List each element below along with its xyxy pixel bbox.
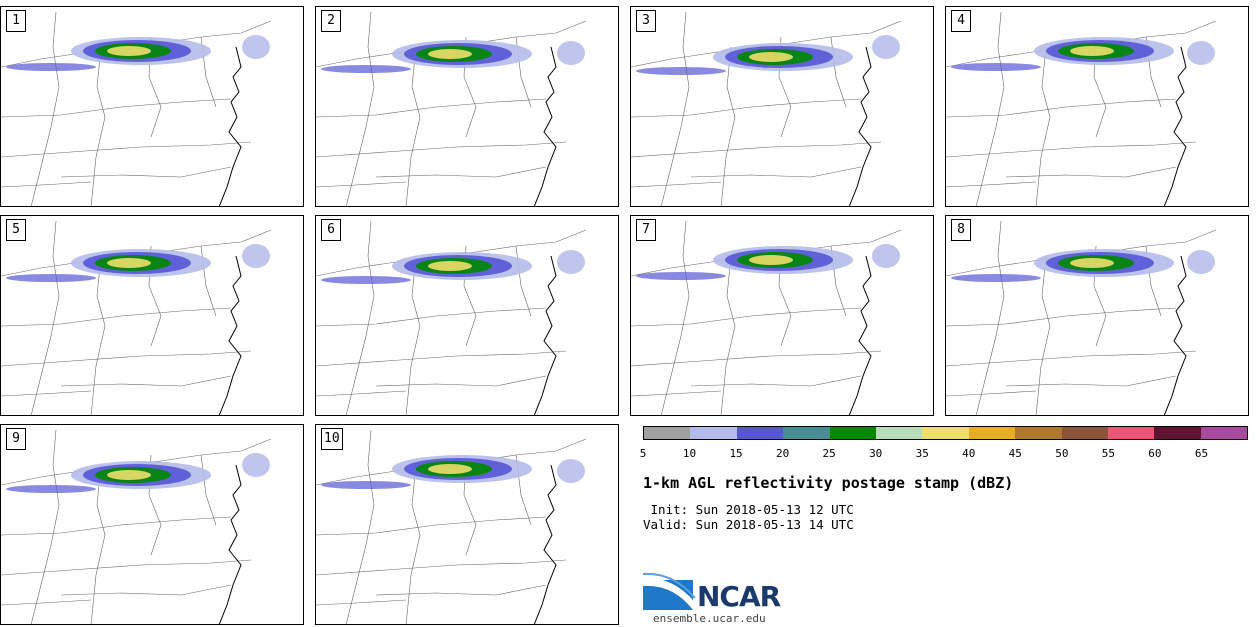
member-label: 9 <box>6 428 26 450</box>
panel-map <box>316 220 587 415</box>
member-panel-2: 2 <box>315 6 619 207</box>
colorbar-bin <box>829 427 876 439</box>
colorbar-tick: 30 <box>869 447 883 460</box>
ncar-logo-text: NCAR <box>697 580 781 613</box>
colorbar-tick: 35 <box>915 447 929 460</box>
member-label: 2 <box>321 10 341 32</box>
colorbar-bin <box>1200 427 1248 439</box>
colorbar-bin <box>875 427 923 439</box>
colorbar-tick: 45 <box>1008 447 1022 460</box>
panel-map <box>631 11 902 206</box>
reflectivity-colorbar <box>643 426 1248 440</box>
colorbar-bin <box>1015 427 1062 439</box>
ncar-logo-icon <box>643 572 696 610</box>
colorbar-bin <box>1154 427 1201 439</box>
colorbar-tick: 25 <box>822 447 836 460</box>
colorbar-tick: 40 <box>962 447 976 460</box>
colorbar-bin <box>1061 427 1108 439</box>
member-label: 1 <box>6 10 26 32</box>
member-panel-5: 5 <box>0 215 304 416</box>
panel-map <box>316 11 587 206</box>
colorbar-bin <box>968 427 1016 439</box>
colorbar-tick: 15 <box>729 447 743 460</box>
colorbar-tick: 60 <box>1148 447 1162 460</box>
member-label: 8 <box>951 219 971 241</box>
valid-time: Valid: Sun 2018-05-13 14 UTC <box>643 517 854 532</box>
member-panel-4: 4 <box>945 6 1249 207</box>
panel-map <box>1 220 272 415</box>
panel-map <box>316 429 587 624</box>
member-panel-7: 7 <box>630 215 934 416</box>
member-label: 6 <box>321 219 341 241</box>
colorbar-bin <box>690 427 737 439</box>
member-label: 10 <box>321 428 343 450</box>
site-url: ensemble.ucar.edu <box>653 612 766 625</box>
member-label: 4 <box>951 10 971 32</box>
member-panel-9: 9 <box>0 424 304 625</box>
panel-map <box>1 429 272 624</box>
colorbar-tick: 65 <box>1194 447 1209 460</box>
panel-map <box>946 11 1217 206</box>
colorbar-bin <box>644 427 691 439</box>
colorbar-tick: 55 <box>1101 447 1115 460</box>
member-label: 7 <box>636 219 656 241</box>
member-label: 5 <box>6 219 26 241</box>
panel-map <box>946 220 1217 415</box>
colorbar-bin <box>736 427 784 439</box>
colorbar-ticks: 5 10 15 20 25 30 35 40 45 50 55 60 65 <box>639 447 1248 461</box>
colorbar-tick: 10 <box>682 447 697 460</box>
colorbar-tick: 20 <box>775 447 790 460</box>
panel-map <box>1 11 272 206</box>
colorbar-tick: 50 <box>1055 447 1069 460</box>
colorbar-bin <box>1107 427 1155 439</box>
member-label: 3 <box>636 10 656 32</box>
colorbar-tick: 5 <box>639 447 647 460</box>
panel-map <box>631 220 902 415</box>
figure-title: 1-km AGL reflectivity postage stamp (dBZ… <box>643 474 1014 492</box>
member-panel-8: 8 <box>945 215 1249 416</box>
member-panel-10: 10 <box>315 424 619 625</box>
member-panel-1: 1 <box>0 6 304 207</box>
member-panel-3: 3 <box>630 6 934 207</box>
colorbar-bin <box>922 427 969 439</box>
member-panel-6: 6 <box>315 215 619 416</box>
colorbar-bin <box>783 427 830 439</box>
init-time: Init: Sun 2018-05-13 12 UTC <box>643 502 854 517</box>
